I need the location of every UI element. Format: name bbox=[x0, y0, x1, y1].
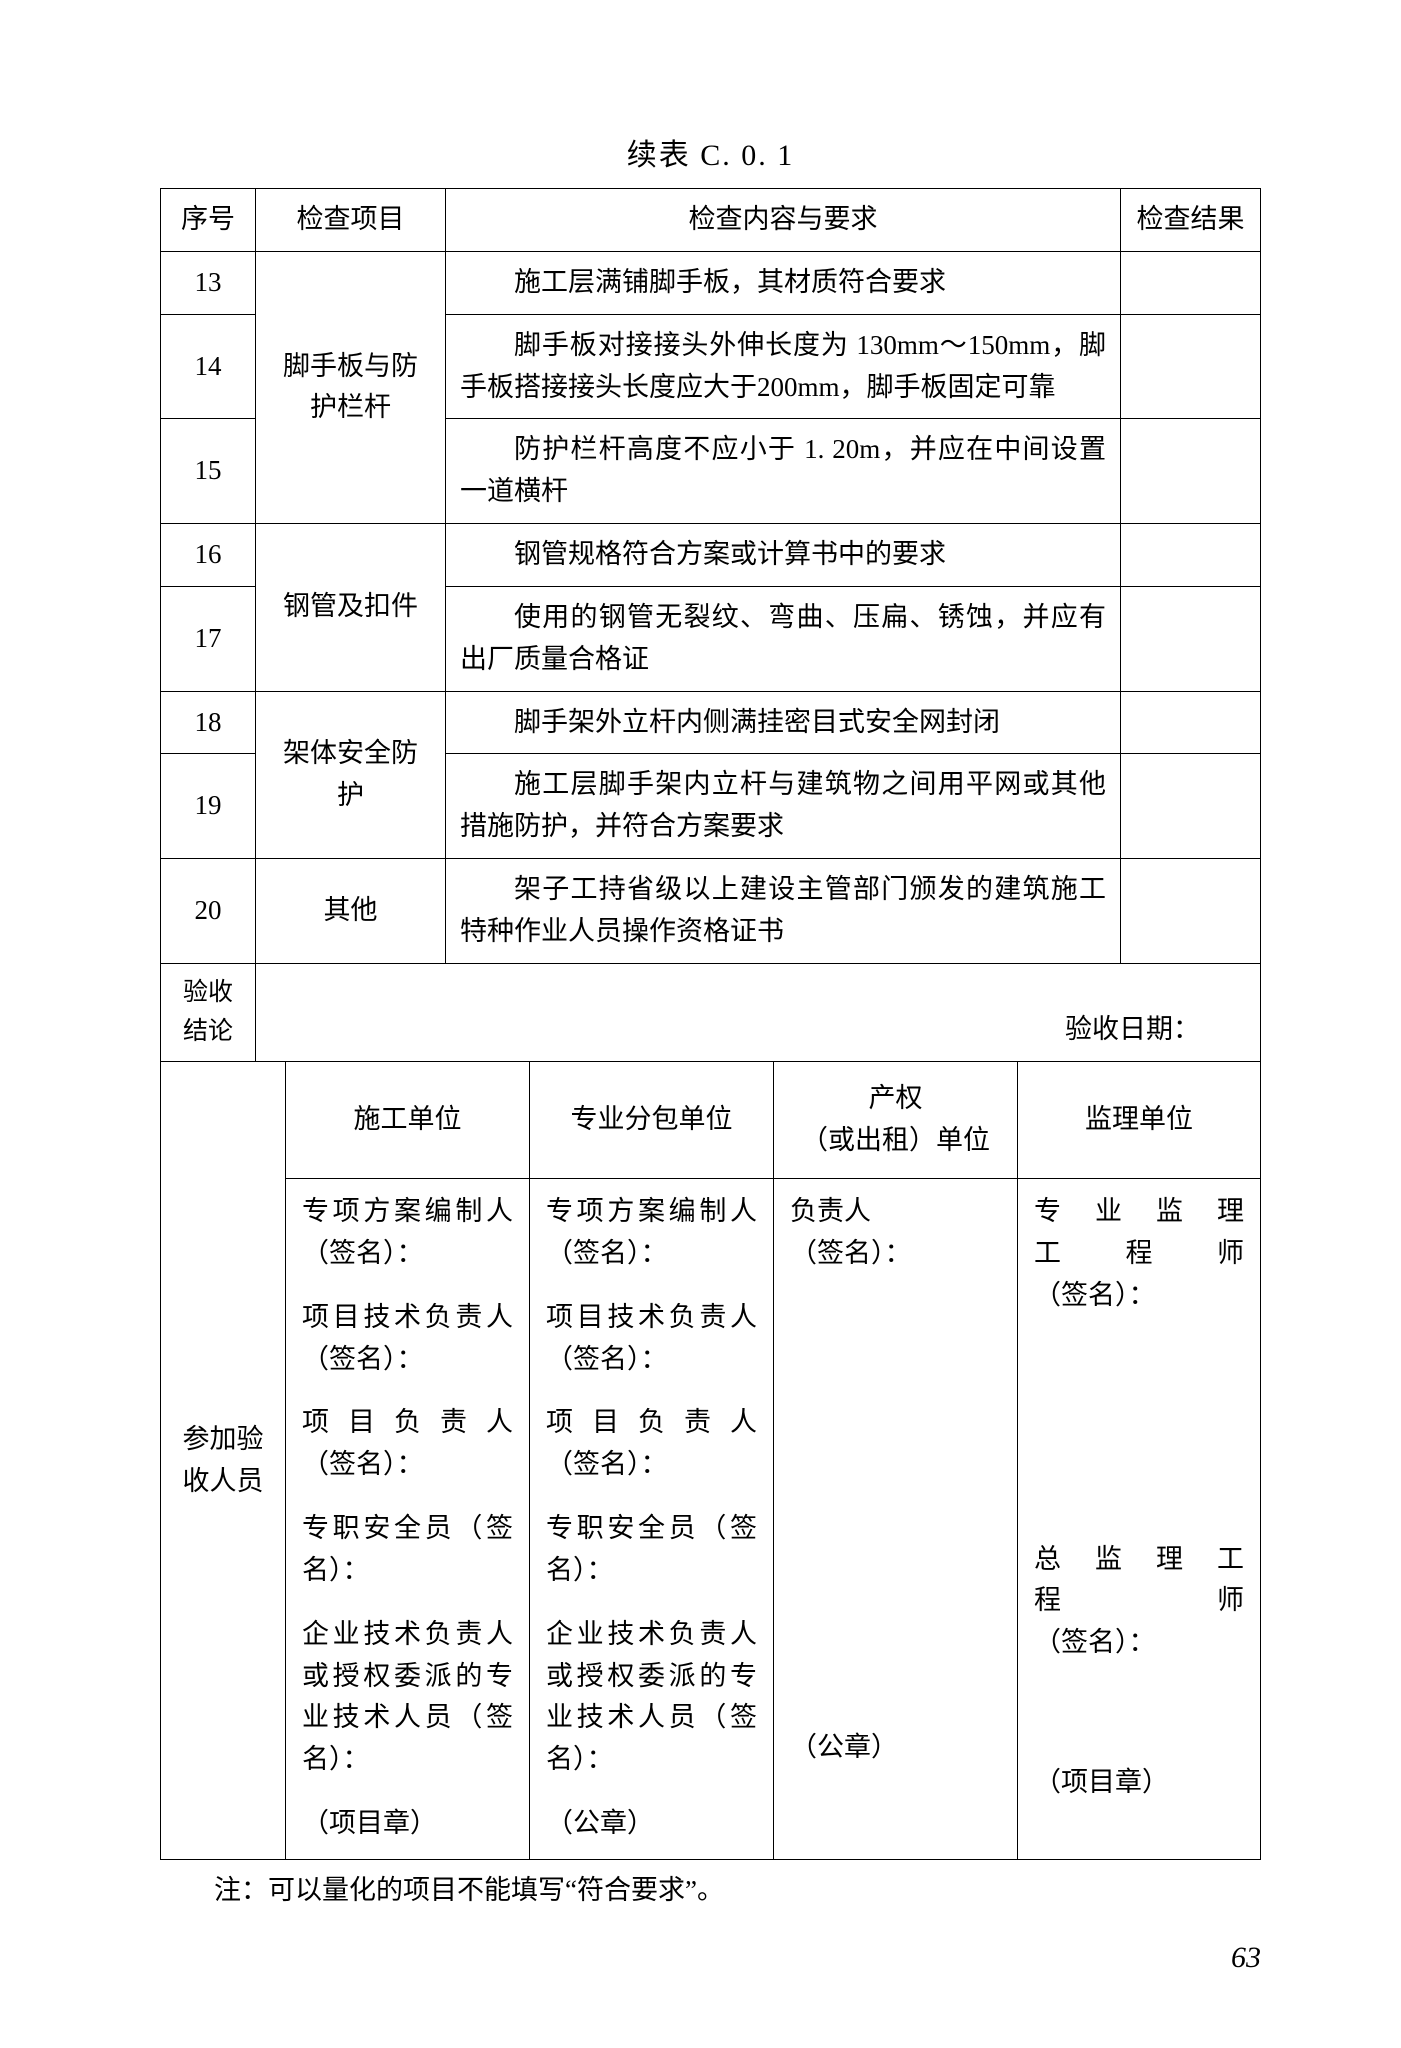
cell-seq: 20 bbox=[161, 859, 256, 964]
cell-item: 其他 bbox=[256, 859, 446, 964]
table-row: 16 钢管及扣件 钢管规格符合方案或计算书中的要求 bbox=[161, 524, 1261, 587]
header-req: 检查内容与要求 bbox=[446, 189, 1121, 252]
table-header-row: 序号 检查项目 检查内容与要求 检查结果 bbox=[161, 189, 1261, 252]
sig-pro-supervisor-line3: （签名）： bbox=[1034, 1275, 1244, 1317]
sig-responsible-line2: （签名）： bbox=[790, 1233, 1001, 1275]
unit-subcontract: 专业分包单位 bbox=[530, 1062, 774, 1178]
cell-req: 钢管规格符合方案或计算书中的要求 bbox=[446, 524, 1121, 587]
sig-enterprise-tech: 企业技术负责人或授权委派的专业技术人员（签名）： bbox=[302, 1614, 513, 1781]
sig-supervisor: 专业监理 工程师 （签名）： 总监理工 程师 （签名）： （项目章） bbox=[1018, 1179, 1261, 1860]
signature-table: 参加验 收人员 施工单位 专业分包单位 产权 （或出租）单位 监理单位 专项方案… bbox=[160, 1062, 1261, 1860]
header-res: 检查结果 bbox=[1121, 189, 1261, 252]
sig-plan-author: 专项方案编制人（签名）： bbox=[302, 1191, 513, 1275]
accept-date-cell: 验收日期： bbox=[256, 963, 1261, 1062]
sig-pro-supervisor-line2: 工程师 bbox=[1034, 1233, 1244, 1275]
cell-res bbox=[1121, 314, 1261, 419]
sig-proj-seal: （项目章） bbox=[1034, 1762, 1244, 1804]
cell-seq: 13 bbox=[161, 251, 256, 314]
cell-req: 脚手板对接接头外伸长度为 130mm～150mm，脚手板搭接接头长度应大于200… bbox=[446, 314, 1121, 419]
sig-plan-author: 专项方案编制人（签名）： bbox=[546, 1191, 757, 1275]
cell-seq: 16 bbox=[161, 524, 256, 587]
cell-res bbox=[1121, 754, 1261, 859]
cell-res bbox=[1121, 691, 1261, 754]
participants-label-line1: 参加验 bbox=[183, 1424, 264, 1454]
unit-owner: 产权 （或出租）单位 bbox=[774, 1062, 1018, 1178]
sig-chief-supervisor: 总监理工 程师 （签名）： bbox=[1034, 1539, 1244, 1665]
cell-seq: 17 bbox=[161, 586, 256, 691]
sig-proj-lead-line2: （签名）： bbox=[546, 1444, 757, 1486]
participants-label: 参加验 收人员 bbox=[161, 1062, 286, 1859]
footnote: 注：可以量化的项目不能填写“符合要求”。 bbox=[160, 1868, 1261, 1907]
sig-tech-lead: 项目技术负责人（签名）： bbox=[546, 1297, 757, 1381]
sig-subcontract: 专项方案编制人（签名）： 项目技术负责人（签名）： 项目负责人 （签名）： 专职… bbox=[530, 1179, 774, 1860]
sig-chief-supervisor-line1: 总监理工 bbox=[1034, 1539, 1244, 1581]
sig-enterprise-tech: 企业技术负责人或授权委派的专业技术人员（签名）： bbox=[546, 1614, 757, 1781]
cell-item: 钢管及扣件 bbox=[256, 524, 446, 692]
sig-proj-lead-line2: （签名）： bbox=[302, 1444, 513, 1486]
unit-owner-line1: 产权 bbox=[869, 1083, 923, 1113]
participants-label-line2: 收人员 bbox=[183, 1466, 264, 1496]
signature-header-row: 参加验 收人员 施工单位 专业分包单位 产权 （或出租）单位 监理单位 bbox=[161, 1062, 1261, 1178]
sig-proj-lead-line1: 项目负责人 bbox=[546, 1402, 757, 1444]
sig-owner: 负责人 （签名）： （公章） bbox=[774, 1179, 1018, 1860]
sig-official-seal: （公章） bbox=[546, 1803, 757, 1845]
page-number: 63 bbox=[160, 1941, 1261, 1975]
cell-res bbox=[1121, 586, 1261, 691]
header-seq: 序号 bbox=[161, 189, 256, 252]
sig-proj-lead-line1: 项目负责人 bbox=[302, 1402, 513, 1444]
conclusion-row: 验收结论 验收日期： bbox=[161, 963, 1261, 1062]
signature-body-row: 专项方案编制人（签名）： 项目技术负责人（签名）： 项目负责人 （签名）： 专职… bbox=[161, 1179, 1261, 1860]
cell-req: 脚手架外立杆内侧满挂密目式安全网封闭 bbox=[446, 691, 1121, 754]
sig-official-seal: （公章） bbox=[790, 1727, 1001, 1769]
table-row: 13 脚手板与防护栏杆 施工层满铺脚手板，其材质符合要求 bbox=[161, 251, 1261, 314]
cell-item: 脚手板与防护栏杆 bbox=[256, 251, 446, 523]
cell-seq: 15 bbox=[161, 419, 256, 524]
cell-req: 使用的钢管无裂纹、弯曲、压扁、锈蚀，并应有出厂质量合格证 bbox=[446, 586, 1121, 691]
sig-chief-supervisor-line3: （签名）： bbox=[1034, 1622, 1244, 1664]
inspection-table: 序号 检查项目 检查内容与要求 检查结果 13 脚手板与防护栏杆 施工层满铺脚手… bbox=[160, 188, 1261, 1062]
sig-proj-lead: 项目负责人 （签名）： bbox=[302, 1402, 513, 1486]
unit-owner-line2: （或出租）单位 bbox=[801, 1125, 990, 1155]
cell-seq: 14 bbox=[161, 314, 256, 419]
cell-seq: 19 bbox=[161, 754, 256, 859]
cell-res bbox=[1121, 859, 1261, 964]
sig-responsible-line1: 负责人 bbox=[790, 1191, 1001, 1233]
table-row: 18 架体安全防护 脚手架外立杆内侧满挂密目式安全网封闭 bbox=[161, 691, 1261, 754]
cell-req: 施工层满铺脚手板，其材质符合要求 bbox=[446, 251, 1121, 314]
cell-res bbox=[1121, 524, 1261, 587]
sig-safety-officer: 专职安全员（签名）： bbox=[546, 1508, 757, 1592]
table-row: 20 其他 架子工持省级以上建设主管部门颁发的建筑施工特种作业人员操作资格证书 bbox=[161, 859, 1261, 964]
sig-chief-supervisor-line2: 程师 bbox=[1034, 1580, 1244, 1622]
cell-res bbox=[1121, 419, 1261, 524]
sig-construction: 专项方案编制人（签名）： 项目技术负责人（签名）： 项目负责人 （签名）： 专职… bbox=[286, 1179, 530, 1860]
unit-construction: 施工单位 bbox=[286, 1062, 530, 1178]
cell-req: 架子工持省级以上建设主管部门颁发的建筑施工特种作业人员操作资格证书 bbox=[446, 859, 1121, 964]
conclusion-label: 验收结论 bbox=[161, 963, 256, 1062]
sig-safety-officer: 专职安全员（签名）： bbox=[302, 1508, 513, 1592]
cell-res bbox=[1121, 251, 1261, 314]
unit-supervisor: 监理单位 bbox=[1018, 1062, 1261, 1178]
cell-req: 防护栏杆高度不应小于 1. 20m，并应在中间设置一道横杆 bbox=[446, 419, 1121, 524]
sig-responsible: 负责人 （签名）： bbox=[790, 1191, 1001, 1275]
sig-proj-seal: （项目章） bbox=[302, 1803, 513, 1845]
sig-pro-supervisor-line1: 专业监理 bbox=[1034, 1191, 1244, 1233]
header-item: 检查项目 bbox=[256, 189, 446, 252]
sig-proj-lead: 项目负责人 （签名）： bbox=[546, 1402, 757, 1486]
sig-pro-supervisor: 专业监理 工程师 （签名）： bbox=[1034, 1191, 1244, 1317]
accept-date-label: 验收日期： bbox=[1065, 1014, 1200, 1044]
cell-req: 施工层脚手架内立杆与建筑物之间用平网或其他措施防护，并符合方案要求 bbox=[446, 754, 1121, 859]
table-title: 续表 C. 0. 1 bbox=[160, 130, 1261, 174]
sig-tech-lead: 项目技术负责人（签名）： bbox=[302, 1297, 513, 1381]
cell-item: 架体安全防护 bbox=[256, 691, 446, 859]
cell-seq: 18 bbox=[161, 691, 256, 754]
